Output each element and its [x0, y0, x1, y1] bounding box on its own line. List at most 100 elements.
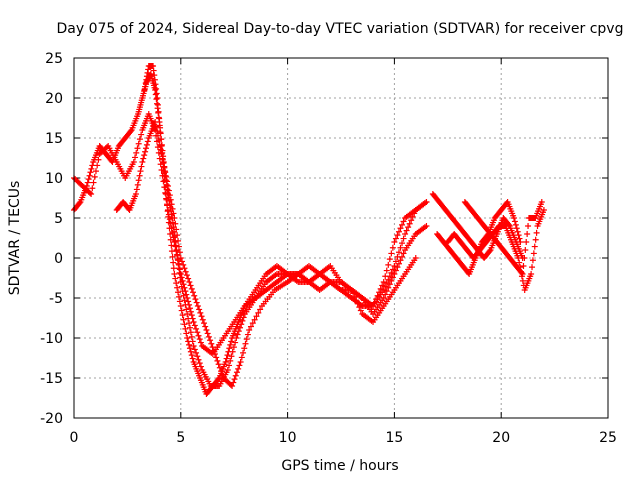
data-point [186, 324, 193, 331]
data-point [141, 152, 148, 159]
data-point [514, 228, 521, 235]
data-point [521, 255, 528, 261]
data-point [515, 232, 522, 239]
data-point [166, 192, 173, 199]
data-point [168, 201, 175, 208]
data-point [388, 277, 395, 284]
data-point [179, 277, 186, 284]
data-point [411, 210, 418, 217]
data-point [156, 115, 163, 122]
y-tick-label: -20 [40, 411, 63, 427]
data-point [157, 129, 164, 136]
data-point [181, 321, 188, 328]
x-tick-label: 15 [385, 430, 403, 446]
data-point [133, 149, 140, 156]
data-point [227, 357, 234, 364]
data-point [165, 213, 172, 220]
data-point [143, 145, 150, 152]
data-point [399, 240, 406, 247]
data-point [182, 288, 189, 295]
data-point [174, 284, 181, 291]
y-tick-label: 5 [54, 211, 63, 227]
data-point [226, 362, 233, 369]
y-tick-label: 15 [45, 131, 63, 147]
data-point [382, 283, 389, 290]
data-point [150, 63, 157, 69]
data-point [530, 250, 537, 257]
data-point [182, 325, 189, 332]
data-point [353, 297, 360, 304]
data-point [207, 337, 214, 344]
data-point [184, 295, 191, 301]
data-point [163, 173, 170, 180]
data-point [511, 218, 518, 225]
data-point [197, 363, 204, 370]
data-point [176, 266, 183, 273]
data-point [178, 307, 185, 314]
data-point [142, 83, 149, 90]
data-point [205, 333, 212, 340]
data-point [511, 215, 518, 221]
data-point [168, 248, 175, 255]
data-point [186, 305, 193, 312]
data-point [167, 236, 174, 243]
data-point [172, 220, 179, 227]
data-point [394, 253, 401, 260]
data-point [244, 331, 251, 338]
data-point [152, 87, 159, 93]
data-point [190, 319, 197, 325]
data-point [157, 136, 164, 143]
data-point [520, 263, 527, 269]
data-point [237, 359, 244, 365]
data-point [386, 256, 393, 263]
data-point [174, 252, 181, 259]
data-point [159, 156, 166, 163]
data-point [87, 169, 94, 176]
data-point [159, 149, 166, 156]
data-point [395, 228, 402, 235]
data-point [222, 359, 229, 365]
y-tick-label: 0 [54, 251, 63, 267]
data-point [92, 168, 99, 175]
data-point [354, 300, 361, 307]
data-point [182, 268, 189, 275]
data-point [170, 265, 177, 272]
data-point [195, 356, 202, 363]
y-tick-label: 20 [45, 91, 63, 107]
data-point [194, 353, 201, 360]
data-point [231, 376, 238, 383]
data-point [127, 128, 134, 135]
data-point [153, 128, 160, 135]
data-point [215, 376, 222, 383]
data-point [236, 362, 243, 369]
data-point [529, 264, 536, 271]
data-point [166, 225, 173, 232]
data-point [215, 361, 222, 368]
data-point [180, 316, 187, 323]
data-point [164, 208, 171, 215]
data-point [210, 347, 217, 354]
data-point [196, 360, 203, 367]
data-point [180, 292, 187, 299]
data-point [171, 271, 178, 277]
data-point [204, 330, 211, 337]
data-point [174, 232, 181, 239]
data-point [519, 271, 526, 277]
data-point [377, 285, 384, 292]
data-point [402, 231, 409, 237]
data-point [213, 354, 220, 361]
data-point [177, 271, 184, 277]
data-point [170, 259, 177, 266]
data-point [214, 357, 221, 364]
y-tick-labels: -20 -15 -10 -5 0 5 10 15 20 25 [40, 51, 63, 427]
data-point [211, 351, 218, 357]
data-point [169, 205, 176, 212]
data-point [388, 269, 395, 276]
data-point [168, 242, 175, 249]
x-tick-label: 20 [492, 430, 510, 446]
data-point [242, 340, 249, 347]
data-point [392, 258, 399, 265]
data-point [188, 285, 195, 292]
data-point [395, 249, 402, 256]
y-tick-label: 10 [45, 171, 63, 187]
